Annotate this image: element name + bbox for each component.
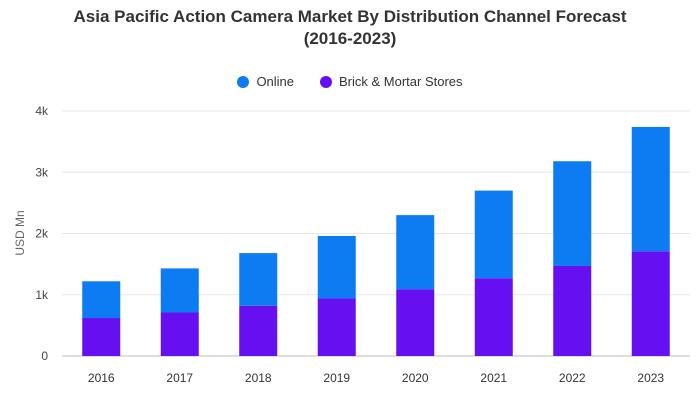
y-tick-label: 0: [41, 349, 48, 363]
bar-brick-mortar-stores-2022[interactable]: [553, 265, 592, 356]
bar-online-2021[interactable]: [474, 190, 513, 279]
bar-brick-mortar-stores-2019[interactable]: [317, 298, 356, 356]
x-tick-label: 2020: [402, 371, 429, 385]
axes: 0 1k 2k 3k 4k 2016 2017 2018 2019 2020 2021 2022 202…: [35, 104, 664, 385]
x-tick-label: 2022: [559, 371, 586, 385]
bar-online-2018[interactable]: [239, 253, 278, 306]
bar-brick-mortar-stores-2018[interactable]: [239, 305, 278, 356]
bar-brick-mortar-stores-2023[interactable]: [631, 251, 670, 356]
legend-label-brick-mortar: Brick & Mortar Stores: [339, 74, 463, 89]
legend-item-online[interactable]: Online: [237, 74, 294, 89]
bar-brick-mortar-stores-2017[interactable]: [160, 312, 199, 356]
y-axis-label: USD Mn: [13, 210, 27, 255]
grid-lines: [62, 110, 690, 357]
x-tick-label: 2018: [245, 371, 272, 385]
bar-online-2022[interactable]: [553, 161, 592, 266]
y-tick-label: 3k: [35, 165, 49, 179]
legend-swatch-brick-mortar: [320, 75, 333, 88]
legend-item-brick-mortar[interactable]: Brick & Mortar Stores: [320, 74, 463, 89]
bar-online-2016[interactable]: [82, 281, 121, 319]
x-tick-label: 2016: [88, 371, 115, 385]
x-tick-label: 2019: [323, 371, 350, 385]
bar-online-2019[interactable]: [317, 235, 356, 299]
chart-title-line-2: (2016-2023): [303, 29, 397, 48]
bar-brick-mortar-stores-2021[interactable]: [474, 278, 513, 356]
legend-swatch-online: [237, 75, 250, 88]
bars: [82, 126, 670, 356]
bar-online-2023[interactable]: [631, 126, 670, 252]
legend-label-online: Online: [256, 74, 295, 89]
chart-title: Asia Pacific Action Camera Market By Dis…: [0, 6, 700, 50]
bar-brick-mortar-stores-2016[interactable]: [82, 318, 121, 356]
x-tick-label: 2023: [637, 371, 664, 385]
bar-online-2017[interactable]: [160, 268, 199, 313]
x-tick-label: 2021: [480, 371, 507, 385]
y-tick-label: 4k: [35, 104, 49, 118]
bar-online-2020[interactable]: [396, 215, 435, 290]
bar-brick-mortar-stores-2020[interactable]: [396, 289, 435, 356]
y-tick-label: 1k: [35, 288, 49, 302]
x-tick-label: 2017: [166, 371, 193, 385]
chart-legend: Online Brick & Mortar Stores: [0, 74, 700, 89]
y-tick-label: 2k: [35, 227, 49, 241]
chart-title-line-1: Asia Pacific Action Camera Market By Dis…: [73, 7, 627, 26]
